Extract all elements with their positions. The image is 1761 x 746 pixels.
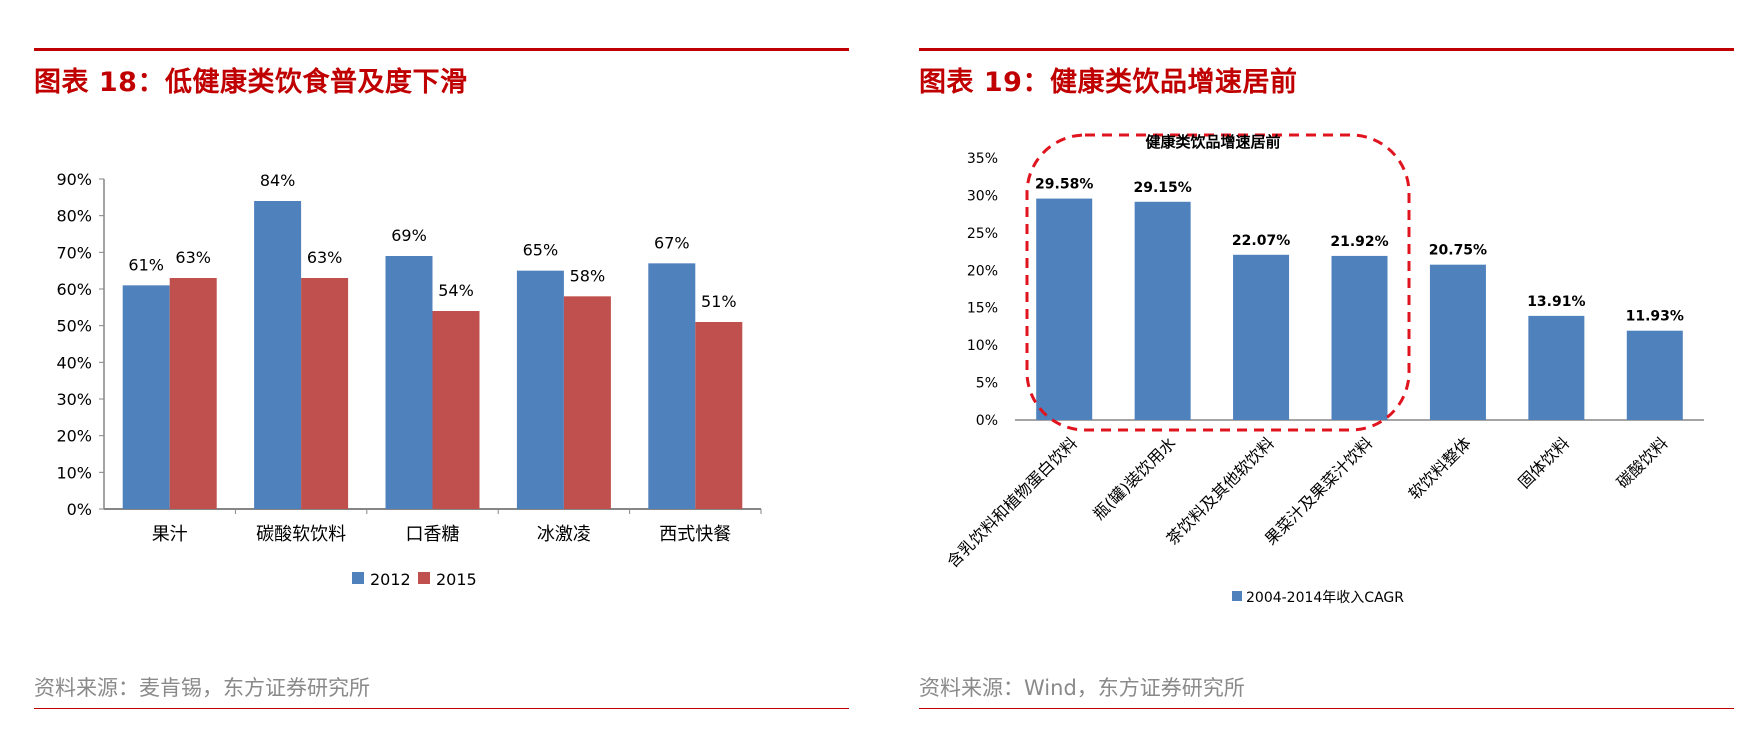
- x-category-label: 果菜汁及果菜汁饮料: [1261, 433, 1376, 548]
- data-label: 54%: [438, 281, 474, 300]
- left-bar-chart: 0% 10% 20% 30% 40% 50% 60% 70% 80% 90% 61% 63% 果汁 84%…: [56, 170, 762, 589]
- bar: [1233, 254, 1290, 420]
- data-label: 63%: [307, 248, 343, 267]
- legend-label: 2012: [370, 570, 411, 589]
- bar-2012: [516, 270, 564, 509]
- x-category-label: 固体饮料: [1514, 433, 1573, 492]
- y-tick-label: 90%: [56, 170, 92, 189]
- bar-2012: [648, 263, 696, 509]
- data-label: 51%: [701, 292, 737, 311]
- figure-19-title: 图表 19：健康类饮品增速居前: [919, 67, 1298, 98]
- highlight-annotation: 健康类饮品增速居前: [1145, 133, 1280, 151]
- y-tick-label: 40%: [56, 353, 92, 372]
- bar-2012: [122, 285, 170, 509]
- y-tick-label: 0%: [67, 500, 92, 519]
- highlight-dashed-box: [1025, 133, 1411, 432]
- data-label: 21.92%: [1330, 234, 1388, 250]
- data-label: 29.15%: [1133, 180, 1191, 196]
- bar: [1036, 198, 1093, 420]
- y-tick-label: 0%: [976, 413, 998, 429]
- x-category-label: 软饮料整体: [1405, 433, 1475, 503]
- bottom-divider: [919, 708, 1734, 709]
- right-figure-panel: 图表 19：健康类饮品增速居前 0% 5% 10% 15% 20% 25% 30% 35% 29…: [919, 0, 1734, 746]
- x-category-label: 果汁: [152, 524, 188, 545]
- x-category-label: 含乳饮料和植物蛋白饮料: [943, 433, 1081, 571]
- bar: [1429, 264, 1486, 420]
- bar: [1528, 315, 1585, 420]
- right-source-note: 资料来源：Wind，东方证券研究所: [919, 676, 1245, 700]
- y-tick-label: 20%: [56, 427, 92, 446]
- data-label: 58%: [570, 266, 606, 285]
- legend-label: 2004-2014年收入CAGR: [1246, 590, 1404, 606]
- bar-2015: [695, 322, 743, 509]
- bar-2015: [563, 296, 611, 509]
- left-figure-panel: 图表 18：低健康类饮食普及度下滑 0% 10% 20% 30% 40% 50% 60% 70…: [34, 0, 849, 746]
- y-tick-label: 5%: [976, 376, 998, 392]
- y-tick-label: 35%: [967, 151, 998, 167]
- data-label: 67%: [654, 233, 690, 252]
- data-label: 61%: [128, 255, 164, 274]
- data-label: 63%: [175, 248, 211, 267]
- y-tick-label: 25%: [967, 226, 998, 242]
- data-label: 65%: [523, 241, 559, 260]
- top-divider: [34, 48, 849, 51]
- data-label: 22.07%: [1232, 233, 1290, 249]
- y-tick-label: 80%: [56, 207, 92, 226]
- bottom-divider: [34, 708, 849, 709]
- legend-swatch: [418, 572, 430, 584]
- x-category-label: 茶饮料及其他软饮料: [1163, 433, 1278, 548]
- y-tick-label: 15%: [967, 301, 998, 317]
- x-category-label: 碳酸软饮料: [256, 524, 346, 545]
- y-tick-label: 30%: [56, 390, 92, 409]
- x-category-label: 冰激凌: [537, 524, 591, 545]
- y-tick-label: 10%: [56, 463, 92, 482]
- data-label: 84%: [260, 171, 296, 190]
- y-tick-label: 30%: [967, 188, 998, 204]
- x-category-label: 碳酸饮料: [1613, 433, 1672, 492]
- data-label: 11.93%: [1626, 309, 1684, 325]
- bar: [1134, 201, 1191, 420]
- data-label: 29.58%: [1035, 177, 1093, 193]
- y-tick-label: 70%: [56, 243, 92, 262]
- bar-2015: [301, 278, 349, 509]
- bar-2015: [169, 278, 217, 509]
- top-divider: [919, 48, 1734, 51]
- left-source-note: 资料来源：麦肯锡，东方证券研究所: [34, 676, 370, 700]
- y-tick-label: 20%: [967, 263, 998, 279]
- bar-2012: [254, 201, 302, 509]
- y-tick-label: 50%: [56, 317, 92, 336]
- bar: [1626, 330, 1683, 420]
- y-tick-label: 60%: [56, 280, 92, 299]
- x-category-label: 瓶(罐)装饮用水: [1089, 433, 1179, 523]
- legend-swatch: [1232, 591, 1242, 601]
- right-bar-chart: 0% 5% 10% 15% 20% 25% 30% 35% 29.58% 含乳饮料和植物蛋白饮料 2…: [943, 133, 1704, 606]
- bar-2015: [432, 311, 480, 509]
- data-label: 20.75%: [1429, 243, 1487, 259]
- data-label: 69%: [391, 226, 427, 245]
- x-category-label: 西式快餐: [659, 524, 731, 545]
- bar-2012: [385, 256, 433, 509]
- figure-18-title: 图表 18：低健康类饮食普及度下滑: [34, 67, 468, 98]
- data-label: 13.91%: [1527, 294, 1585, 310]
- y-tick-label: 10%: [967, 338, 998, 354]
- legend-label: 2015: [436, 570, 477, 589]
- bar: [1331, 255, 1388, 420]
- x-category-label: 口香糖: [406, 524, 460, 545]
- legend-swatch: [352, 572, 364, 584]
